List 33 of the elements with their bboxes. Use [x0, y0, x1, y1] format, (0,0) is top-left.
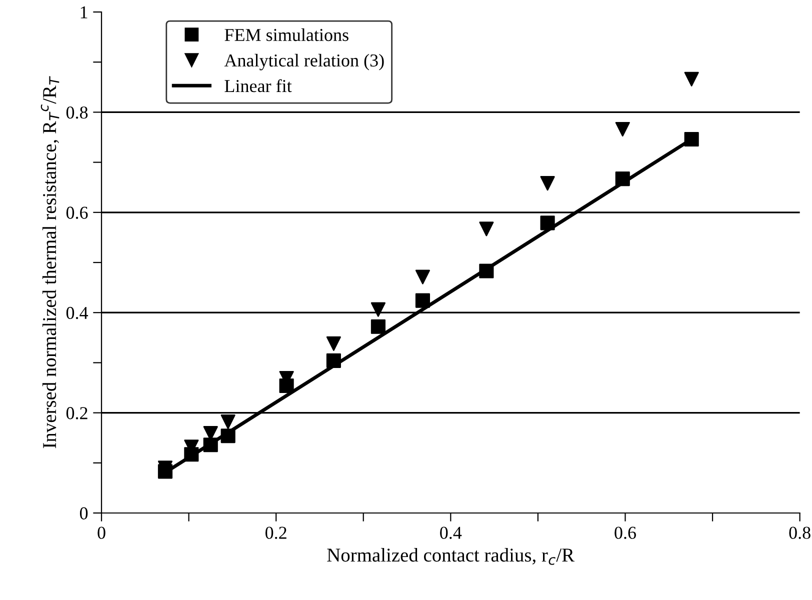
y-tick-label: 1 — [80, 6, 88, 18]
x-tick-label: 0.2 — [265, 526, 286, 539]
point — [479, 264, 494, 278]
x-tick-label: 0.8 — [789, 526, 810, 539]
point — [370, 302, 386, 317]
point — [615, 172, 630, 186]
point — [220, 428, 236, 444]
y-axis-title: Inversed normalized thermal resistance, R$_{T}$$^{c}$/R$_{T}$ — [40, 76, 60, 448]
x-tick-label: 0.4 — [440, 526, 462, 539]
x-tick-label: 0.6 — [614, 526, 636, 539]
point — [684, 72, 699, 86]
x-axis-title: Normalized contact radius, r$_{c}$/R — [327, 548, 575, 565]
point — [203, 438, 218, 452]
point — [479, 222, 494, 236]
y-tick-label: 0.6 — [66, 206, 88, 219]
legend-label: Linear fit — [224, 79, 292, 92]
point — [370, 319, 386, 334]
x-tick-label: 0 — [98, 526, 106, 539]
point — [326, 353, 341, 368]
point — [684, 132, 699, 147]
y-tick-label: 0.8 — [66, 106, 88, 119]
y-tick-label: 0.2 — [66, 407, 88, 420]
point — [540, 176, 555, 191]
point — [220, 414, 236, 430]
legend-label: Analytical relation (3) — [224, 54, 384, 70]
point — [415, 293, 430, 308]
legend-label: FEM simulations — [224, 28, 348, 42]
point — [540, 216, 555, 230]
point — [415, 270, 430, 284]
y-tick-label: 0 — [80, 507, 88, 520]
point — [326, 336, 341, 351]
point — [615, 122, 630, 137]
y-tick-label: 0.4 — [66, 306, 88, 320]
